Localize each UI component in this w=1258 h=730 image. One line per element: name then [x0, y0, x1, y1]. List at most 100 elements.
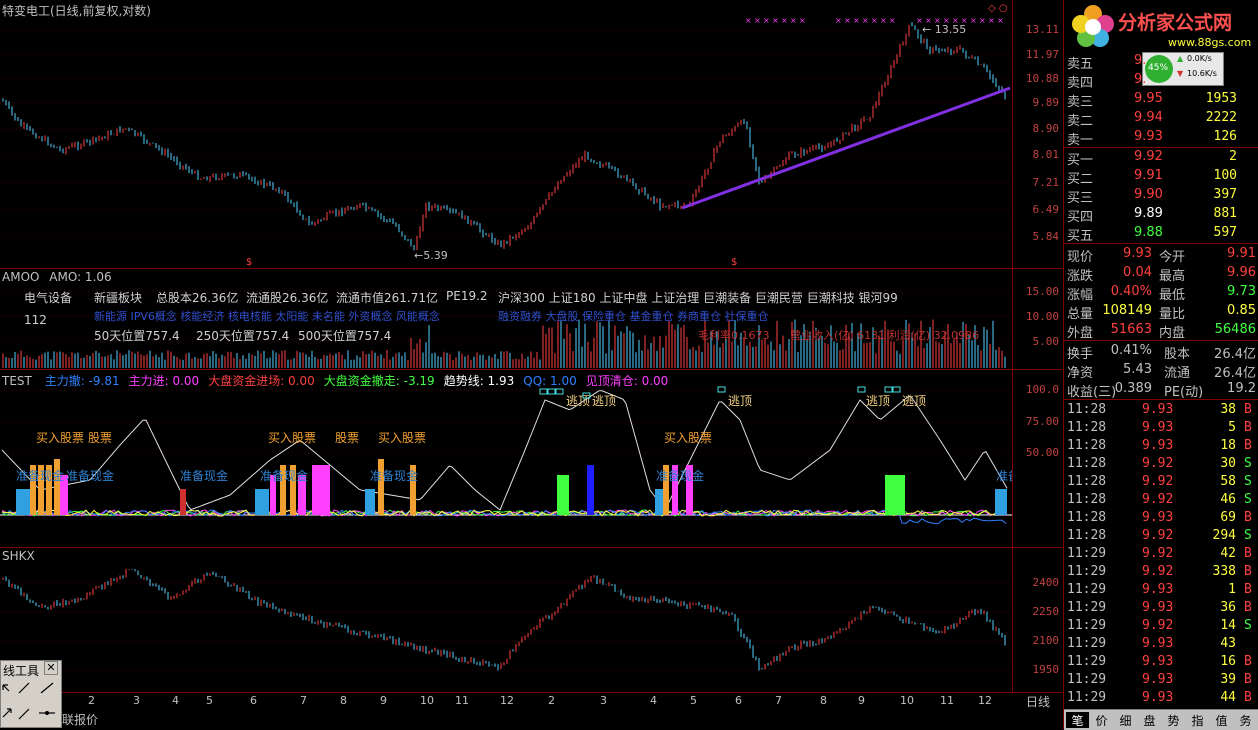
tick-price: 9.92 — [1142, 528, 1174, 543]
order-label: 买三 — [1067, 191, 1094, 206]
arrow-tool-icon[interactable] — [2, 708, 12, 718]
signal-label: 买入股票 — [36, 431, 84, 445]
signal-bar — [280, 465, 286, 515]
kline-chart[interactable]: × × × × × × × × × × × × × × × × × × × × × × × ×$ $← 13.55←5.39 — [0, 0, 1012, 268]
fund-label: PE(动) — [1164, 385, 1204, 400]
stat-value: 9.91 — [1227, 246, 1256, 261]
period-label[interactable]: 日线 — [1026, 695, 1051, 709]
tick-volume: 294 — [1212, 528, 1236, 543]
date-tick-label: 12 — [500, 694, 514, 707]
fund-value: 19.2 — [1227, 381, 1256, 396]
tick-volume: 18 — [1220, 438, 1236, 453]
signal-bar — [655, 489, 663, 515]
axis-label: 75.00 — [1025, 415, 1059, 428]
axis-label: 6.49 — [1032, 203, 1060, 216]
ray-tool-icon[interactable] — [40, 682, 54, 694]
tick-volume: 44 — [1220, 690, 1236, 705]
close-icon[interactable]: ✕ — [44, 661, 58, 675]
signal-label: 股票 — [335, 431, 359, 445]
tick-volume: 46 — [1220, 492, 1236, 507]
signal-label: 准备现金 — [656, 468, 704, 483]
tick-side: S — [1244, 456, 1252, 471]
fund-row: 净资 5.43 流通 26.4亿 — [1064, 361, 1258, 381]
signal-marker: × — [997, 16, 1004, 25]
panel-tab[interactable]: 务 — [1239, 714, 1252, 728]
kline-pane[interactable]: 特变电工(日线,前复权,对数) × × × × × × × × × × × × × × × × × × × × × × × ×… — [0, 0, 1062, 269]
tick-time: 11:28 — [1067, 510, 1107, 525]
line-tool-icon[interactable] — [18, 682, 30, 694]
panel-tab[interactable]: 指 — [1191, 714, 1204, 728]
order-volume: 2222 — [1205, 110, 1237, 125]
axis-label: 1950 — [1032, 663, 1060, 676]
hline-tool-icon[interactable] — [39, 711, 55, 715]
signal-marker: × — [961, 16, 968, 25]
top-box — [857, 386, 866, 393]
tick-row: 11:29 9.92 338 B — [1064, 563, 1258, 581]
signal-marker: × — [862, 16, 869, 25]
buy-order-row: 买一 9.92 2 — [1064, 148, 1258, 168]
panel-tab[interactable]: 值 — [1215, 714, 1228, 728]
tick-row: 11:28 9.93 5 B — [1064, 419, 1258, 437]
order-price: 9. — [1134, 53, 1147, 68]
top-box — [555, 388, 564, 395]
test-title: TEST — [2, 374, 32, 388]
signal-bar — [995, 489, 1007, 515]
tick-volume: 69 — [1220, 510, 1236, 525]
tick-price: 9.92 — [1142, 456, 1174, 471]
tools-header[interactable]: 线工具 ✕ — [1, 661, 61, 678]
tick-volume: 5 — [1228, 420, 1236, 435]
axis-label: 9.89 — [1032, 96, 1060, 109]
tick-time: 11:29 — [1067, 636, 1107, 651]
date-tick-label: 2 — [548, 694, 555, 707]
tick-side: B — [1244, 654, 1252, 669]
tick-row: 11:29 9.93 1 B — [1064, 581, 1258, 599]
tick-side: B — [1244, 420, 1252, 435]
tick-side: B — [1244, 438, 1252, 453]
signal-bar — [663, 465, 669, 515]
panel-tab[interactable]: 细 — [1119, 714, 1132, 728]
status-text[interactable]: 联报价 — [62, 713, 99, 727]
drawing-tools-palette[interactable]: 线工具 ✕ — [0, 660, 62, 728]
info-concepts: 新能源 IPV6概念 核能经济 核电核能 太阳能 未名能 外资概念 风能概念 — [94, 310, 440, 323]
signal-bar — [38, 465, 44, 515]
panel-tab[interactable]: 笔 — [1066, 712, 1089, 728]
amo-pane[interactable]: AMOO AMO: 1.06 电气设备 新疆板块 总股本26.36亿 流通股26… — [0, 269, 1062, 370]
tick-price: 9.93 — [1142, 690, 1174, 705]
signal-label: 准备现金 — [16, 468, 64, 483]
signal-marker: × — [745, 16, 752, 25]
date-tick-label: 5 — [206, 694, 213, 707]
stat-value: 9.93 — [1123, 246, 1152, 261]
panel-tab[interactable]: 盘 — [1143, 714, 1156, 728]
net-down: 10.6K/s — [1187, 69, 1217, 78]
flower-logo-icon — [1072, 5, 1114, 47]
tick-volume: 58 — [1220, 474, 1236, 489]
logo-text: 分析家公式网 — [1118, 12, 1233, 34]
signal-bar — [46, 465, 52, 515]
panel-tab[interactable]: 价 — [1095, 714, 1108, 728]
date-tick-label: 8 — [340, 694, 347, 707]
cursor-icon[interactable] — [2, 684, 10, 692]
chart-controls[interactable]: ◇ ○ — [988, 3, 1008, 14]
axis-label: 8.90 — [1032, 122, 1060, 135]
stat-row: 外盘 51663 内盘 56486 — [1064, 321, 1258, 341]
axis-label: 11.97 — [1025, 48, 1059, 61]
shkx-pane[interactable]: SHKX — [0, 548, 1062, 691]
shkx-axis: 2400 2250 2100 1950 — [1012, 548, 1063, 692]
stat-value: 9.73 — [1227, 284, 1256, 299]
test-indicator-value: QQ: 1.00 — [523, 374, 577, 388]
date-tick-label: 10 — [900, 694, 914, 707]
segment-tool-icon[interactable] — [18, 708, 30, 720]
fund-label: 换手 — [1067, 347, 1094, 362]
upload-arrow-icon: ▲ — [1177, 54, 1184, 63]
tick-time: 11:28 — [1067, 492, 1107, 507]
panel-tab[interactable]: 势 — [1167, 714, 1180, 728]
test-pane[interactable]: 买入股票 股票 准备现金 准备现金 准备现金 买入股票 股票 准备现金 买入股票 准备现金 逃顶 逃顶… — [0, 370, 1062, 548]
signal-bar — [587, 465, 594, 515]
signal-bar — [686, 465, 693, 515]
signal-bar — [60, 475, 68, 515]
signal-label: 准备 — [996, 469, 1012, 483]
date-tick-label: 7 — [300, 694, 307, 707]
axis-label: 8.01 — [1032, 148, 1060, 161]
top-box — [884, 386, 893, 393]
